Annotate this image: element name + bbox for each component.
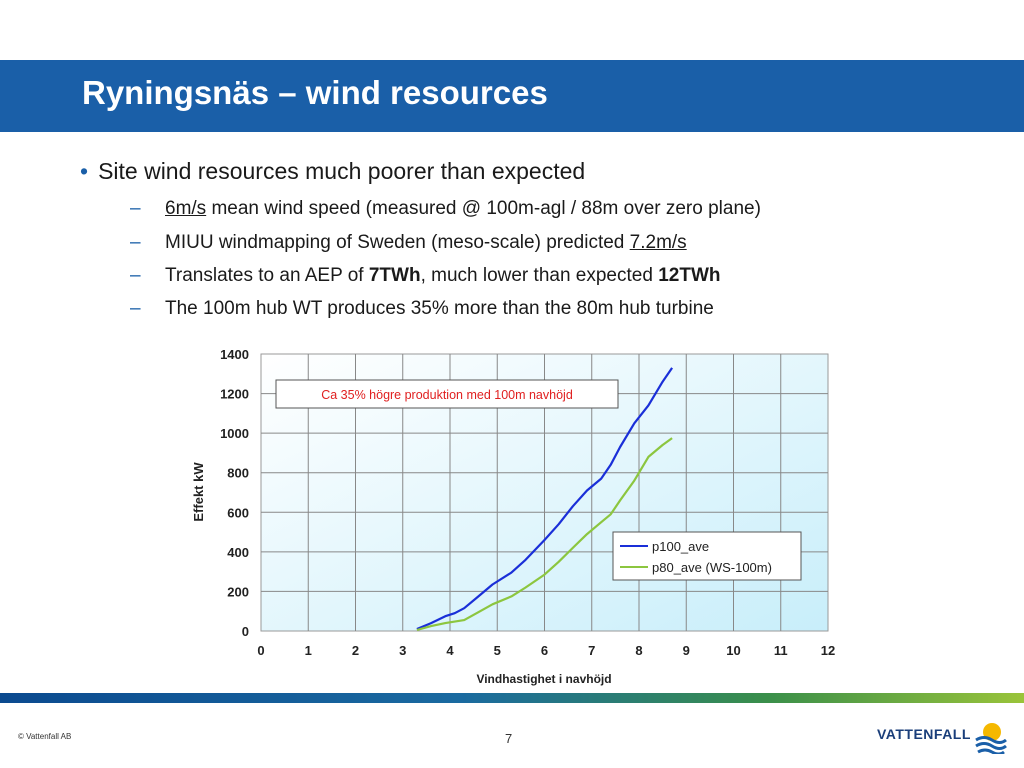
slide-title: Ryningsnäs – wind resources <box>82 74 548 111</box>
x-tick-label: 5 <box>494 643 501 658</box>
dash-icon: – <box>130 232 141 253</box>
vattenfall-logo-icon <box>975 723 1007 754</box>
sub1-text: mean wind speed (measured @ 100m-agl / 8… <box>206 198 761 219</box>
y-tick-label: 1200 <box>220 387 249 402</box>
x-axis-label: Vindhastighet i navhöjd <box>476 672 611 686</box>
sub1-underlined: 6m/s <box>165 198 207 219</box>
x-tick-label: 9 <box>683 643 690 658</box>
series-line-1 <box>416 437 673 632</box>
annotation-text: Ca 35% högre produktion med 100m navhöjd <box>321 388 573 402</box>
x-tick-label: 2 <box>352 643 359 658</box>
legend-label-p100: p100_ave <box>652 539 709 554</box>
y-tick-labels: 0 200 400 600 800 1000 1200 1400 <box>220 347 249 639</box>
x-tick-label: 3 <box>399 643 406 658</box>
x-tick-label: 8 <box>635 643 642 658</box>
sub2-underlined: 7.2m/s <box>629 232 687 253</box>
dash-icon: – <box>130 198 141 219</box>
sub-bullet-2: – MIUU windmapping of Sweden (meso-scale)… <box>130 232 687 254</box>
y-tick-label: 200 <box>227 584 249 599</box>
copyright: © Vattenfall AB <box>18 732 72 741</box>
x-tick-label: 4 <box>446 643 454 658</box>
sub-bullet-3: – Translates to an AEP of 7TWh, much lowe… <box>130 265 720 287</box>
brand-name: VATTENFALL <box>877 726 971 742</box>
sub3-bold-1: 7TWh <box>368 265 421 286</box>
bottom-stripe <box>0 693 1024 703</box>
y-tick-label: 600 <box>227 505 249 520</box>
dash-icon: – <box>130 265 141 286</box>
bullet-dot-icon: • <box>80 158 89 184</box>
legend-box <box>612 531 802 581</box>
sub3-text-c: , much lower than expected <box>420 265 659 286</box>
y-tick-label: 800 <box>227 466 249 481</box>
x-tick-label: 7 <box>588 643 595 658</box>
sub3-text-a: Translates to an AEP of <box>165 265 369 286</box>
legend: p100_ave p80_ave (WS-100m) <box>612 531 802 581</box>
sub-bullet-4: – The 100m hub WT produces 35% more than … <box>130 298 714 320</box>
dash-icon: – <box>130 298 141 319</box>
sub2-text: MIUU windmapping of Sweden (meso-scale) … <box>165 232 630 253</box>
x-tick-label: 10 <box>726 643 740 658</box>
page-number: 7 <box>505 731 513 746</box>
legend-label-p80: p80_ave (WS-100m) <box>652 560 772 575</box>
x-tick-label: 11 <box>774 643 788 658</box>
x-tick-label: 6 <box>541 643 548 658</box>
y-tick-label: 1400 <box>220 347 249 362</box>
sub4-text: The 100m hub WT produces 35% more than t… <box>165 298 714 319</box>
y-tick-label: 1000 <box>220 426 249 441</box>
x-tick-label: 0 <box>257 643 264 658</box>
sub3-bold-2: 12TWh <box>658 265 721 286</box>
sub-bullet-1: – 6m/s mean wind speed (measured @ 100m-a… <box>130 198 761 220</box>
bullet-main-text: Site wind resources much poorer than exp… <box>98 158 586 184</box>
series-lines <box>416 367 674 632</box>
title-bar: Ryningsnäs – wind resources <box>0 60 1024 132</box>
x-tick-label: 12 <box>821 643 835 658</box>
y-tick-label: 0 <box>242 624 249 639</box>
bullet-main: • Site wind resources much poorer than ex… <box>80 158 585 185</box>
y-axis-label: Effekt kW <box>191 462 206 522</box>
annotation-box <box>275 379 619 409</box>
series-line-0 <box>416 367 674 631</box>
x-tick-labels: 0 1 2 3 4 5 6 7 8 9 10 11 12 <box>257 643 835 658</box>
y-tick-label: 400 <box>227 545 249 560</box>
x-tick-label: 1 <box>305 643 312 658</box>
